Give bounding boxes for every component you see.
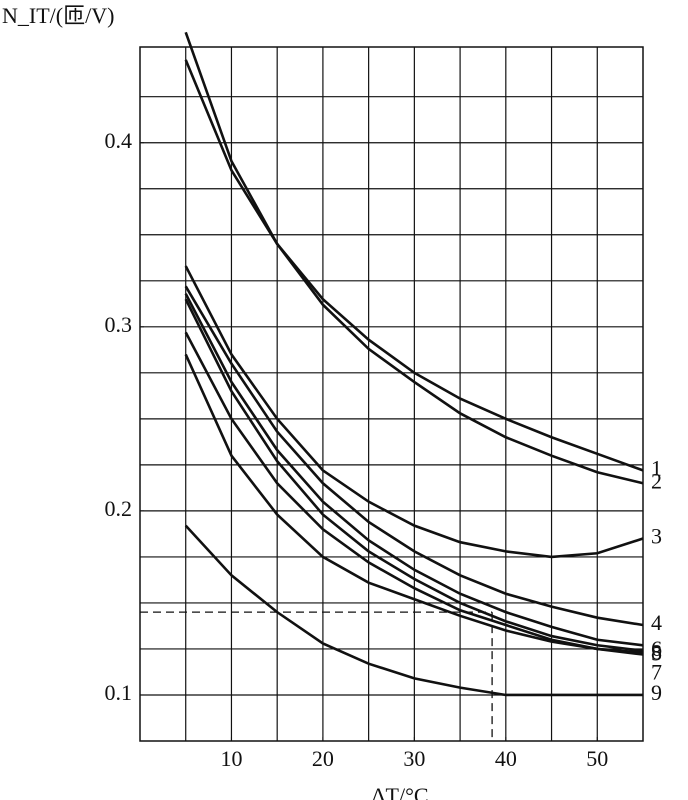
y-tick-label: 0.2 [105,496,133,521]
x-axis-label: ΔT/°C [371,783,428,800]
series-label: 3 [651,524,662,549]
series-label: 9 [651,680,662,705]
line [184,59,644,485]
series-label: 5 [651,640,662,665]
line [184,353,644,656]
line [184,524,643,697]
y-tick-label: 0.4 [105,128,133,153]
series-label: 8 [651,640,662,665]
x-tick-label: 30 [403,746,425,771]
y-tick-label: 0.1 [105,680,133,705]
x-tick-label: 40 [495,746,517,771]
line [184,265,644,559]
line [184,285,644,627]
y-tick-label: 0.3 [105,312,133,337]
series-label: 1 [651,455,662,480]
x-tick-label: 50 [586,746,608,771]
x-tick-label: 10 [220,746,242,771]
series-label: 6 [651,636,662,661]
series-label: 2 [651,468,662,493]
x-tick-label: 20 [312,746,334,771]
y-axis-label: N_IT/(匝/V) [2,3,114,28]
line [184,293,644,647]
series-label: 7 [651,660,662,685]
plot-frame [139,46,644,742]
line [184,298,644,653]
line [184,31,644,472]
series-label: 4 [651,610,662,635]
